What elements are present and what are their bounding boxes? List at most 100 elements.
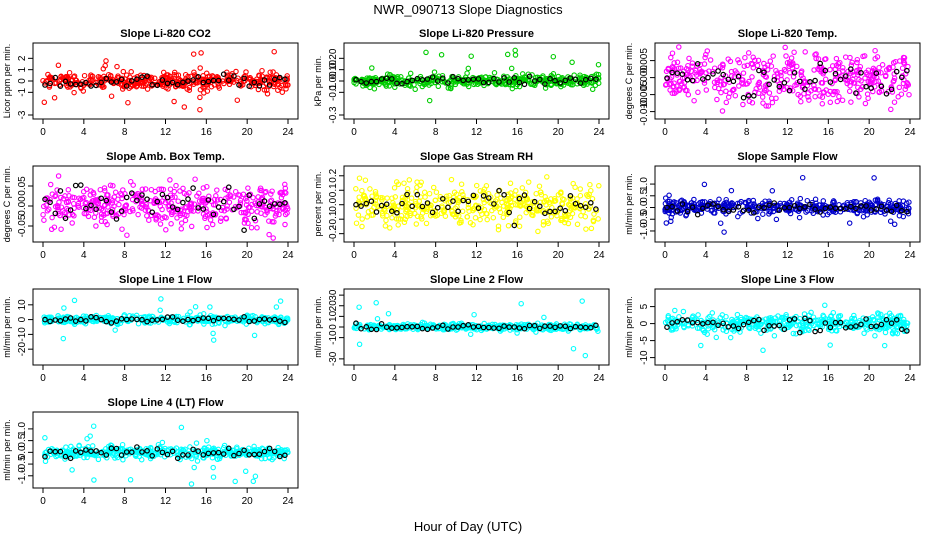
x-tick-label: 4 <box>81 127 87 138</box>
reference-point <box>383 324 390 331</box>
data-point <box>878 311 884 318</box>
data-point <box>755 90 762 97</box>
reference-point <box>679 71 686 78</box>
data-point <box>232 188 239 195</box>
reference-point <box>358 78 364 85</box>
y-tick-label: 0.005 <box>639 48 650 73</box>
y-tick-label: 0.000 <box>639 65 650 90</box>
x-tick-label: 20 <box>553 127 565 138</box>
data-point <box>827 99 834 106</box>
reference-point <box>552 77 558 84</box>
data-point <box>574 221 581 228</box>
data-point <box>830 91 836 98</box>
data-point <box>169 211 175 218</box>
reference-point <box>572 76 579 83</box>
x-tick-label: 24 <box>904 373 916 384</box>
reference-point <box>174 317 181 324</box>
data-point <box>833 55 840 62</box>
y-axis-label: percent per min. <box>313 171 323 236</box>
data-point <box>266 74 273 80</box>
data-point <box>171 98 177 105</box>
data-point <box>472 215 479 221</box>
reference-point <box>57 83 64 89</box>
data-point <box>761 87 768 93</box>
data-point <box>67 318 74 324</box>
data-point <box>877 209 884 216</box>
reference-point <box>694 60 701 67</box>
reference-point <box>190 77 196 83</box>
data-point <box>730 86 737 93</box>
reference-point <box>72 81 79 88</box>
data-point <box>264 87 270 93</box>
reference-point <box>817 327 824 334</box>
data-point <box>595 61 602 68</box>
data-point <box>277 207 283 213</box>
reference-point <box>108 320 115 326</box>
y-tick-label: -30 <box>328 351 339 366</box>
reference-point <box>542 81 548 87</box>
data-point <box>847 54 853 61</box>
data-point <box>684 71 691 78</box>
reference-point <box>822 205 829 212</box>
data-point <box>891 99 898 105</box>
reference-point <box>888 86 895 93</box>
reference-point <box>547 208 553 215</box>
reference-point <box>898 207 905 214</box>
data-point <box>872 47 878 54</box>
reference-point <box>363 80 370 86</box>
y-tick-label: 20 <box>328 300 339 312</box>
data-point <box>451 211 457 217</box>
reference-point <box>256 201 263 207</box>
data-point <box>769 99 776 106</box>
data-point <box>81 210 88 217</box>
x-tick-label: 4 <box>392 250 398 261</box>
data-point <box>667 87 673 93</box>
reference-point <box>429 74 436 80</box>
reference-point <box>394 80 400 87</box>
reference-point <box>424 76 431 82</box>
data-point <box>91 477 97 483</box>
reference-point <box>394 210 400 216</box>
data-point <box>872 55 878 62</box>
y-tick-label: -10 <box>328 330 339 345</box>
x-tick-label: 4 <box>703 250 709 261</box>
y-tick-label: 0.0 <box>328 197 339 211</box>
reference-point <box>261 198 268 204</box>
reference-point <box>88 83 94 89</box>
reference-point <box>103 318 110 325</box>
reference-point <box>893 202 900 209</box>
data-point <box>805 90 812 96</box>
x-tick-label: 0 <box>351 127 357 138</box>
data-point <box>210 74 217 80</box>
reference-point <box>684 208 691 215</box>
data-point <box>430 184 437 191</box>
reference-point <box>485 324 492 331</box>
reference-point <box>282 200 288 206</box>
data-point <box>422 194 428 200</box>
data-point <box>154 212 160 218</box>
data-point <box>40 203 47 210</box>
data-point <box>861 330 867 337</box>
data-point <box>778 72 784 79</box>
reference-point <box>399 324 405 331</box>
data-point <box>683 66 690 72</box>
reference-point <box>526 205 533 212</box>
reference-point <box>480 193 487 199</box>
data-point <box>489 207 495 214</box>
data-point <box>846 220 853 226</box>
data-point <box>353 186 359 192</box>
reference-point <box>169 314 176 320</box>
chart-panel: Slope Amb. Box Temp.degrees C per min.0 4… <box>2 151 299 261</box>
data-point <box>148 76 155 83</box>
data-point <box>124 232 130 238</box>
x-tick-label: 12 <box>782 127 794 138</box>
reference-point <box>562 77 569 84</box>
reference-point <box>246 83 253 90</box>
reference-point <box>577 202 584 209</box>
data-point <box>259 67 265 74</box>
data-point <box>860 53 866 60</box>
reference-point <box>593 206 599 212</box>
data-point <box>204 437 210 444</box>
data-point <box>268 197 275 204</box>
